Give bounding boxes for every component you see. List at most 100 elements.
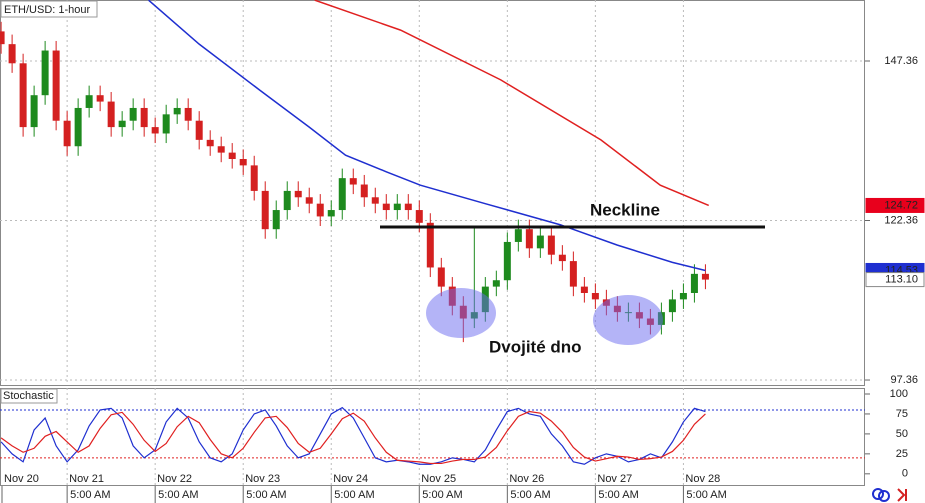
candle-body [536,235,544,249]
annotation: Dvojité dno [489,337,582,356]
candle-body [393,203,401,211]
x-tick-label: Nov 23 [245,473,280,485]
candle-body [8,44,16,64]
stoch-frame [0,388,865,486]
candle-body [591,292,599,300]
y-tick-label: 122.36 [884,214,918,226]
candle-body [151,127,159,134]
candle-body [371,197,379,204]
candle-body [525,229,533,249]
candle-body [217,146,225,153]
candle-body [360,184,368,198]
x-sublabel: 5:00 AM [510,489,550,501]
title-box [0,0,98,18]
y-tick-label: 50 [896,428,908,440]
candle-body [679,292,687,300]
y-tick-label: 147.36 [884,55,918,67]
candle-body [30,95,38,128]
candle-body [404,203,412,211]
candle-body [437,267,445,287]
price-tag [865,272,925,288]
candle-body [107,101,115,128]
title-box [0,388,58,404]
price-tag-label: 113.10 [885,274,918,286]
bottom-ellipse [593,295,663,345]
candle-body [701,273,709,280]
chart-title: ETH/USD: 1-hour [4,4,91,16]
candle-body [338,178,346,211]
candle-body [316,203,324,217]
x-tick-label: Nov 24 [333,473,368,485]
x-sublabel: 5:00 AM [246,489,286,501]
candle-body [239,159,247,166]
y-tick-label: 25 [896,448,908,460]
x-tick-label: Nov 25 [421,473,456,485]
candle-body [690,273,698,293]
candle-body [118,120,126,128]
y-tick-label: 97.36 [890,374,918,386]
candle-body [173,107,181,115]
candle-body [74,107,82,147]
candle-body [294,190,302,198]
x-tick-label: Nov 28 [685,473,720,485]
bottom-ellipse [426,288,496,338]
x-sublabel: 5:00 AM [598,489,638,501]
candle-body [195,120,203,140]
candle-body [492,280,500,287]
candle-body [228,152,236,160]
candle-body [140,107,148,128]
x-tick-label: Nov 20 [4,473,39,485]
y-tick-label: 0 [902,468,908,480]
stoch-title: Stochastic [3,390,54,402]
candle-body [206,139,214,147]
candle-body [0,31,5,45]
candle-body [382,203,390,211]
moving-average [314,0,710,207]
x-sublabel: 5:00 AM [158,489,198,501]
candle-body [63,120,71,147]
candle-body [19,63,27,128]
candle-body [426,222,434,268]
candle-body [327,210,335,217]
x-tick-label: Nov 21 [69,473,104,485]
main-frame [0,0,865,386]
moving-average [148,0,706,272]
candle-body [96,95,104,102]
x-sublabel: 5:00 AM [686,489,726,501]
candle-body [305,197,313,204]
candle-body [261,190,269,230]
candle-body [250,165,258,191]
y-tick-label: 75 [896,408,908,420]
candle-body [514,229,522,242]
candle-body [41,50,49,96]
candle-body [85,95,93,108]
stoch-line [0,410,706,465]
price-tag-label: 124.72 [884,199,918,211]
x-sublabel: 5:00 AM [70,489,110,501]
candle-body [580,286,588,293]
candle-body [272,210,280,230]
candle-body [668,299,676,313]
candle-body [558,254,566,262]
y-tick-label: 100 [890,388,908,400]
candle-body [569,261,577,287]
candle-body [52,50,60,121]
candle-body [162,114,170,134]
annotation: Neckline [590,200,660,219]
candle-body [503,241,511,281]
candle-body [184,107,192,121]
x-tick-label: Nov 26 [509,473,544,485]
price-tag [865,197,925,213]
stoch-line [0,406,706,465]
candle-body [415,210,423,223]
candle-body [349,178,357,185]
x-tick-label: Nov 27 [597,473,632,485]
icons[interactable] [872,488,907,502]
candle-body [547,235,555,255]
x-tick-label: Nov 22 [157,473,192,485]
x-sublabel: 5:00 AM [422,489,462,501]
candle-body [283,190,291,211]
